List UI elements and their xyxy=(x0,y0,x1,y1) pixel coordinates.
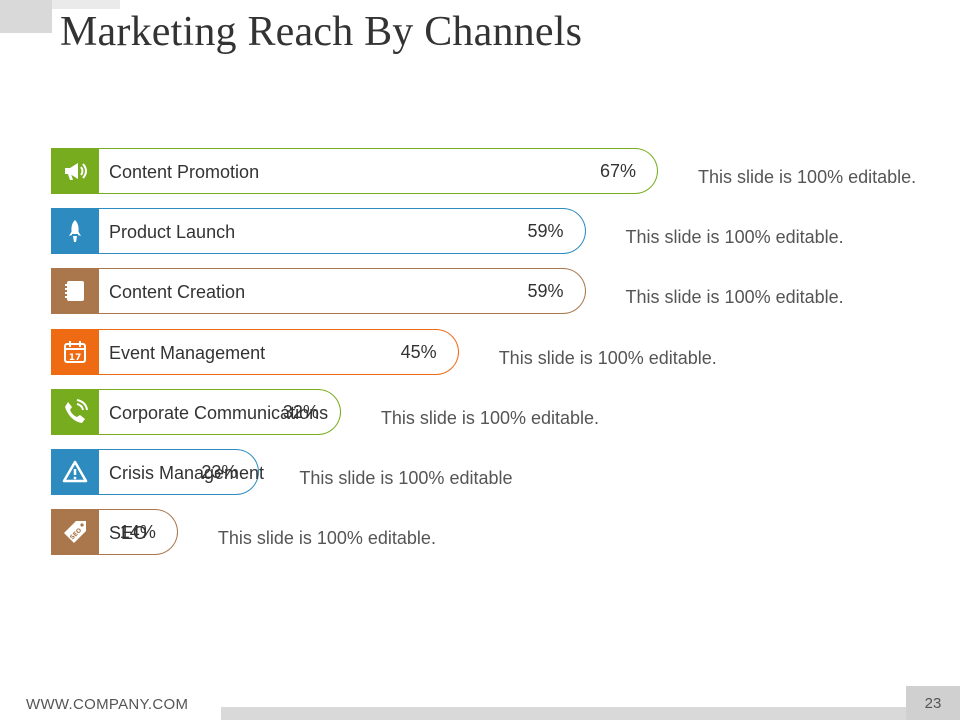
footer-url: WWW.COMPANY.COM xyxy=(26,696,189,713)
svg-text:17: 17 xyxy=(69,353,82,363)
bar-row: Content Creation 59% xyxy=(51,268,586,315)
corner-decoration-line xyxy=(52,0,120,9)
rocket-icon xyxy=(69,220,81,243)
bar-note: This slide is 100% editable. xyxy=(625,287,844,308)
phone-icon xyxy=(65,398,88,423)
bar-row: SEO SEO 14% xyxy=(51,509,178,556)
bar xyxy=(99,388,341,435)
megaphone-icon xyxy=(65,163,87,180)
bar xyxy=(99,328,459,375)
bar-label: Content Creation xyxy=(109,282,246,303)
bar-label: Crisis Management xyxy=(109,463,265,483)
bar-icon-box xyxy=(51,388,99,435)
bar-icon-box: 17 xyxy=(51,328,99,375)
bar-row: 17 Event Management 45% xyxy=(51,328,459,375)
bar-note: This slide is 100% editable. xyxy=(217,528,436,549)
bar xyxy=(99,148,659,194)
bar-value-label: 67% xyxy=(599,161,637,181)
bar-note: This slide is 100% editable. xyxy=(625,227,844,248)
bar-icon-box: SEO xyxy=(51,509,99,556)
seo-tag-icon: SEO xyxy=(64,521,86,544)
bar xyxy=(99,449,260,495)
bar-note: This slide is 100% editable xyxy=(299,468,513,488)
bar-row: Content Promotion 67% xyxy=(51,148,659,194)
bar xyxy=(99,509,178,556)
slide-title: Marketing Reach By Channels xyxy=(60,9,583,55)
bar-label: Product Launch xyxy=(109,222,236,243)
bar-note: This slide is 100% editable. xyxy=(380,407,600,428)
bar-value-label: 59% xyxy=(527,281,564,302)
bar-value-label: 14% xyxy=(119,522,156,543)
bar-note: This slide is 100% editable. xyxy=(498,347,717,368)
bar-icon-box xyxy=(51,449,99,495)
bar-label: Event Management xyxy=(109,342,266,363)
bar xyxy=(99,208,586,255)
footer-strip xyxy=(221,707,909,720)
page-number: 23 xyxy=(906,686,960,720)
bar-row: Corporate Communications 32% xyxy=(51,388,341,435)
bar-row: Product Launch 59% xyxy=(51,208,586,255)
bar-value-label: 59% xyxy=(527,221,564,242)
warning-icon xyxy=(62,460,88,483)
bar-note: This slide is 100% editable. xyxy=(698,167,917,187)
bar-label: Content Promotion xyxy=(109,162,260,182)
bar-value-label: 45% xyxy=(400,341,437,362)
bar-value-label: 23% xyxy=(201,462,238,482)
bar-label: Corporate Communications xyxy=(109,402,329,423)
bar xyxy=(99,268,586,315)
notebook-icon xyxy=(65,281,84,302)
bar-icon-box xyxy=(51,148,99,194)
bar-icon-box xyxy=(51,208,99,255)
calendar-icon: 17 xyxy=(64,340,86,363)
bar-label: SEO xyxy=(109,523,148,544)
bar-row: Crisis Management 23% xyxy=(51,449,264,495)
bar-icon-box xyxy=(51,268,99,315)
bar-value-label: 32% xyxy=(282,401,319,422)
corner-decoration xyxy=(0,0,52,33)
